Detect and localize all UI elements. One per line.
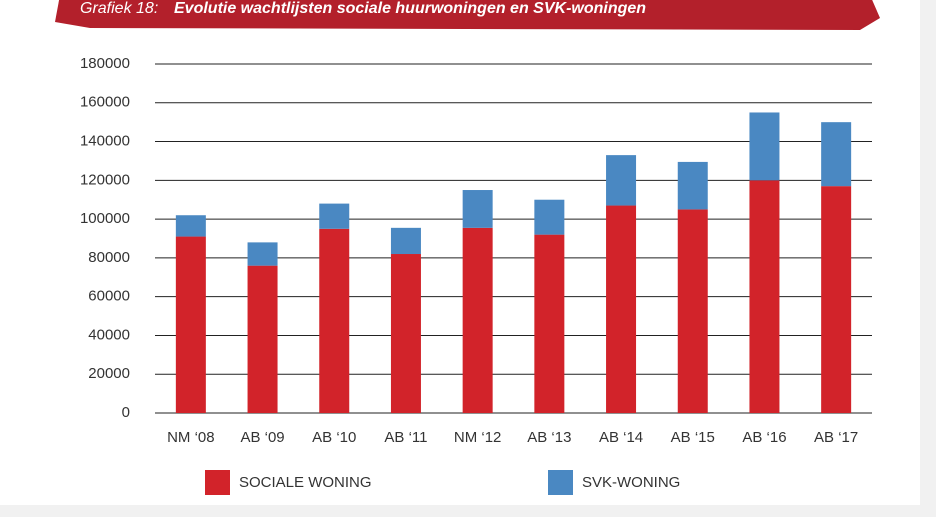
bar-segment xyxy=(678,162,708,210)
legend-swatch xyxy=(548,470,573,495)
bar-segment xyxy=(821,186,851,413)
x-tick-label: AB ‘15 xyxy=(671,429,715,446)
y-tick-label: 60000 xyxy=(88,288,130,305)
bar-segment xyxy=(319,204,349,229)
bar-segment xyxy=(176,215,206,236)
x-tick-label: AB ‘16 xyxy=(742,429,786,446)
y-tick-label: 120000 xyxy=(80,171,130,188)
bar-segment xyxy=(749,112,779,180)
x-tick-label: AB ‘11 xyxy=(384,429,427,446)
x-tick-label: AB ‘10 xyxy=(312,429,356,446)
bar-segment xyxy=(391,254,421,413)
y-tick-label: 0 xyxy=(122,404,130,421)
y-tick-label: 180000 xyxy=(80,55,130,72)
legend-label: SVK-WONING xyxy=(582,474,680,491)
legend-swatch xyxy=(205,470,230,495)
bar-segment xyxy=(248,266,278,413)
page: {"chart_data": {"type": "stacked_bar", "… xyxy=(0,0,936,517)
bar-segment xyxy=(606,206,636,413)
title-label: Grafiek 18: xyxy=(80,0,158,17)
y-tick-label: 140000 xyxy=(80,133,130,150)
y-tick-label: 80000 xyxy=(88,249,130,266)
y-tick-label: 100000 xyxy=(80,210,130,227)
bar-segment xyxy=(463,190,493,228)
bar-segment xyxy=(319,229,349,413)
y-tick-label: 160000 xyxy=(80,94,130,111)
bar-segment xyxy=(176,237,206,413)
x-tick-label: NM ‘12 xyxy=(454,429,502,446)
y-tick-label: 40000 xyxy=(88,326,130,343)
x-tick-label: AB ‘13 xyxy=(527,429,571,446)
bar-segment xyxy=(606,155,636,205)
bar-segment xyxy=(678,209,708,413)
chart-title: Evolutie wachtlijsten sociale huurwoning… xyxy=(174,0,646,17)
x-tick-label: NM ‘08 xyxy=(167,429,215,446)
bar-segment xyxy=(534,200,564,235)
bar-segment xyxy=(821,122,851,186)
x-tick-label: AB ‘09 xyxy=(240,429,284,446)
bar-segment xyxy=(749,180,779,413)
x-tick-label: AB ‘17 xyxy=(814,429,858,446)
bar-segment xyxy=(463,228,493,413)
chart: Grafiek 18: Evolutie wachtlijsten social… xyxy=(0,0,936,517)
y-tick-label: 20000 xyxy=(88,365,130,382)
x-tick-label: AB ‘14 xyxy=(599,429,643,446)
bar-segment xyxy=(391,228,421,254)
legend-label: SOCIALE WONING xyxy=(239,474,372,491)
bar-segment xyxy=(248,242,278,265)
bar-segment xyxy=(534,235,564,413)
